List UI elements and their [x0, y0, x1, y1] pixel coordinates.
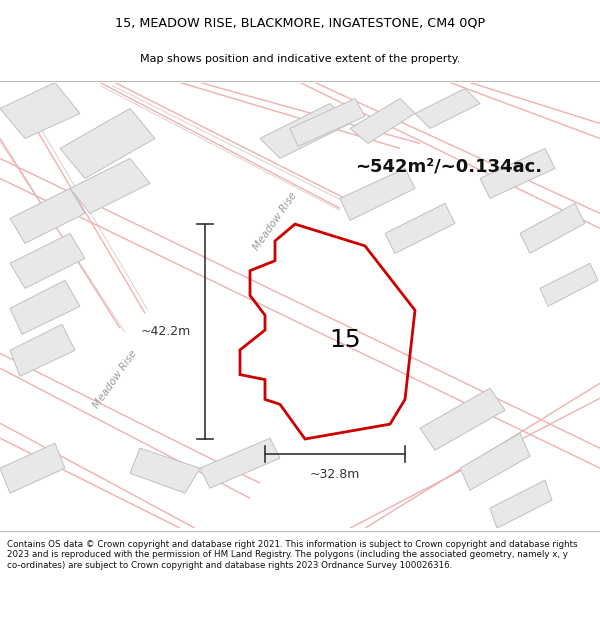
Polygon shape [420, 388, 505, 450]
Text: Meadow Rise: Meadow Rise [91, 349, 139, 411]
Polygon shape [200, 438, 280, 488]
Polygon shape [70, 158, 150, 213]
Polygon shape [460, 433, 530, 490]
Polygon shape [385, 203, 455, 253]
Text: ~542m²/~0.134ac.: ~542m²/~0.134ac. [355, 158, 542, 176]
Polygon shape [260, 104, 350, 158]
Polygon shape [10, 233, 85, 288]
Polygon shape [10, 324, 75, 376]
Text: ~42.2m: ~42.2m [141, 325, 191, 338]
Polygon shape [480, 149, 555, 198]
Polygon shape [0, 443, 65, 493]
Text: Map shows position and indicative extent of the property.: Map shows position and indicative extent… [140, 54, 460, 64]
Polygon shape [60, 109, 155, 178]
Polygon shape [0, 82, 80, 139]
Polygon shape [350, 99, 415, 144]
Text: 15, MEADOW RISE, BLACKMORE, INGATESTONE, CM4 0QP: 15, MEADOW RISE, BLACKMORE, INGATESTONE,… [115, 17, 485, 29]
Polygon shape [490, 480, 552, 528]
Text: Meadow Rise: Meadow Rise [251, 190, 299, 252]
Polygon shape [10, 281, 80, 334]
Polygon shape [340, 168, 415, 221]
Polygon shape [290, 99, 365, 146]
Polygon shape [520, 203, 585, 253]
Polygon shape [540, 263, 598, 306]
Text: 15: 15 [329, 328, 361, 352]
Polygon shape [415, 89, 480, 129]
Polygon shape [130, 448, 200, 493]
Polygon shape [10, 188, 85, 243]
Text: Contains OS data © Crown copyright and database right 2021. This information is : Contains OS data © Crown copyright and d… [7, 540, 578, 569]
Text: ~32.8m: ~32.8m [310, 468, 360, 481]
